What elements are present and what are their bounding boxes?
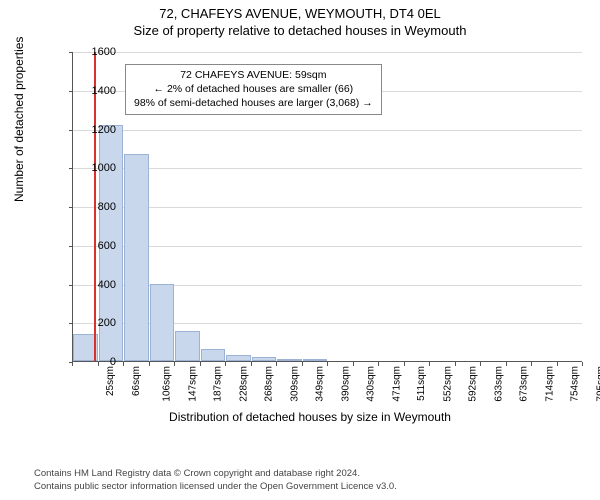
xtick-label: 511sqm bbox=[416, 366, 427, 401]
grid-line bbox=[73, 52, 582, 53]
ytick-label: 800 bbox=[76, 201, 116, 213]
xtick-label: 349sqm bbox=[315, 366, 326, 402]
xtick-label: 552sqm bbox=[442, 366, 453, 402]
xtick-label: 147sqm bbox=[187, 366, 198, 402]
xtick-label: 25sqm bbox=[105, 366, 116, 396]
xtick-mark bbox=[123, 362, 124, 366]
histogram-bar bbox=[226, 355, 251, 361]
xtick-label: 633sqm bbox=[493, 366, 504, 402]
ytick-mark bbox=[69, 207, 73, 208]
xtick-mark bbox=[98, 362, 99, 366]
ytick-mark bbox=[69, 285, 73, 286]
xtick-label: 714sqm bbox=[544, 366, 555, 402]
xtick-label: 66sqm bbox=[131, 366, 142, 396]
xtick-mark bbox=[480, 362, 481, 366]
xtick-mark bbox=[327, 362, 328, 366]
xtick-label: 228sqm bbox=[238, 366, 249, 402]
footer-attribution: Contains HM Land Registry data © Crown c… bbox=[34, 468, 397, 494]
xtick-label: 795sqm bbox=[595, 366, 600, 402]
page-subtitle: Size of property relative to detached ho… bbox=[0, 21, 600, 42]
xtick-mark bbox=[149, 362, 150, 366]
histogram-bar bbox=[150, 284, 175, 362]
ytick-mark bbox=[69, 168, 73, 169]
ytick-mark bbox=[69, 130, 73, 131]
xtick-label: 673sqm bbox=[519, 366, 530, 402]
plot-area: 72 CHAFEYS AVENUE: 59sqm ← 2% of detache… bbox=[72, 52, 582, 362]
ytick-label: 1400 bbox=[76, 85, 116, 97]
xtick-mark bbox=[225, 362, 226, 366]
xtick-mark bbox=[455, 362, 456, 366]
xtick-label: 268sqm bbox=[264, 366, 275, 402]
ytick-mark bbox=[69, 246, 73, 247]
histogram-bar bbox=[277, 359, 302, 361]
xtick-mark bbox=[506, 362, 507, 366]
grid-line bbox=[73, 168, 582, 169]
xtick-mark bbox=[531, 362, 532, 366]
xtick-label: 430sqm bbox=[366, 366, 377, 402]
ytick-mark bbox=[69, 52, 73, 53]
info-box: 72 CHAFEYS AVENUE: 59sqm ← 2% of detache… bbox=[125, 64, 382, 115]
histogram-bar bbox=[201, 349, 226, 361]
info-line-larger: 98% of semi-detached houses are larger (… bbox=[134, 96, 373, 110]
ytick-mark bbox=[69, 323, 73, 324]
grid-line bbox=[73, 246, 582, 247]
xtick-label: 471sqm bbox=[391, 366, 402, 402]
grid-line bbox=[73, 207, 582, 208]
histogram-bar bbox=[124, 154, 149, 361]
xtick-mark bbox=[72, 362, 73, 366]
xtick-mark bbox=[429, 362, 430, 366]
page-title-address: 72, CHAFEYS AVENUE, WEYMOUTH, DT4 0EL bbox=[0, 0, 600, 21]
xtick-mark bbox=[276, 362, 277, 366]
footer-line1: Contains HM Land Registry data © Crown c… bbox=[34, 468, 397, 481]
xtick-mark bbox=[251, 362, 252, 366]
xtick-label: 592sqm bbox=[468, 366, 479, 402]
xtick-label: 309sqm bbox=[289, 366, 300, 402]
footer-line2: Contains public sector information licen… bbox=[34, 481, 397, 494]
histogram-chart: Number of detached properties 72 CHAFEYS… bbox=[30, 42, 590, 422]
ytick-label: 1600 bbox=[76, 46, 116, 58]
x-axis-label: Distribution of detached houses by size … bbox=[30, 410, 590, 424]
xtick-mark bbox=[582, 362, 583, 366]
ytick-label: 400 bbox=[76, 279, 116, 291]
y-axis-label: Number of detached properties bbox=[12, 37, 26, 202]
info-line-smaller: ← 2% of detached houses are smaller (66) bbox=[134, 82, 373, 96]
ytick-label: 1200 bbox=[76, 124, 116, 136]
xtick-mark bbox=[353, 362, 354, 366]
ytick-label: 1000 bbox=[76, 162, 116, 174]
xtick-mark bbox=[557, 362, 558, 366]
histogram-bar bbox=[175, 331, 200, 361]
info-line-size: 72 CHAFEYS AVENUE: 59sqm bbox=[134, 68, 373, 82]
xtick-mark bbox=[378, 362, 379, 366]
ytick-label: 200 bbox=[76, 317, 116, 329]
ytick-label: 600 bbox=[76, 240, 116, 252]
xtick-mark bbox=[302, 362, 303, 366]
xtick-label: 187sqm bbox=[213, 366, 224, 402]
histogram-bar bbox=[252, 357, 277, 361]
xtick-label: 106sqm bbox=[162, 366, 173, 402]
xtick-mark bbox=[200, 362, 201, 366]
ytick-mark bbox=[69, 91, 73, 92]
grid-line bbox=[73, 130, 582, 131]
xtick-mark bbox=[174, 362, 175, 366]
xtick-label: 754sqm bbox=[570, 366, 581, 402]
histogram-bar bbox=[303, 359, 328, 361]
xtick-mark bbox=[404, 362, 405, 366]
xtick-label: 390sqm bbox=[340, 366, 351, 402]
